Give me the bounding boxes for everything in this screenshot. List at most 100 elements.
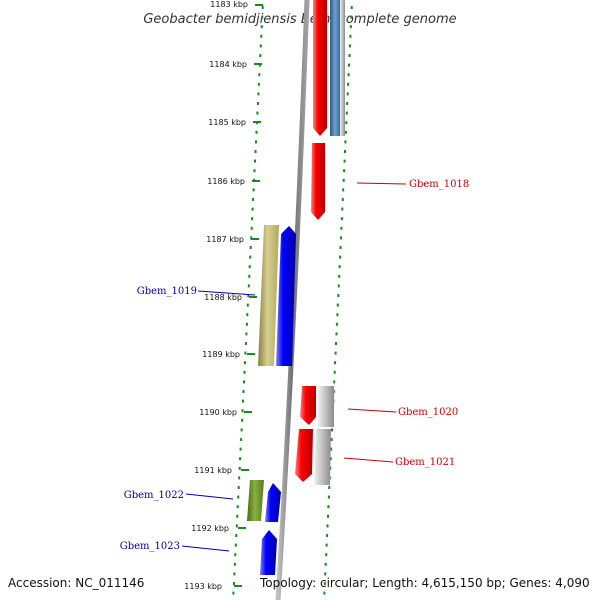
track-dot [250, 236, 253, 240]
track-dot [345, 111, 348, 115]
track-dot [342, 178, 345, 182]
track-dot [241, 418, 244, 422]
track-dot [343, 169, 346, 173]
track-dot [338, 265, 341, 269]
track-dot [345, 121, 348, 125]
track-dot [343, 159, 346, 163]
track-dot [327, 514, 329, 518]
track-dot [234, 553, 237, 557]
gene-block-khaki[interactable] [258, 225, 279, 366]
gene-label-gbem-1020[interactable]: Gbem_1020 [398, 407, 458, 418]
leader-line [356, 182, 407, 185]
track-dot [344, 150, 346, 153]
track-dot [260, 25, 263, 29]
tick-label: 1193 kbp [184, 582, 222, 591]
track-dot [242, 390, 245, 393]
track-dot [246, 303, 249, 307]
track-dot [346, 92, 349, 96]
track-dot [328, 486, 331, 489]
track-dot [335, 342, 337, 345]
track-dot [350, 15, 353, 19]
gene-block-gray[interactable] [340, 0, 345, 136]
gene-arrow-red[interactable] [311, 143, 325, 220]
track-dot [239, 457, 242, 461]
track-dot [330, 438, 333, 441]
track-dot [348, 54, 351, 57]
genome-summary-text: Topology: circular; Length: 4,615,150 bp… [259, 576, 590, 590]
track-dot [237, 495, 240, 499]
gene-label-gbem-1018[interactable]: Gbem_1018 [409, 179, 469, 190]
track-dot [331, 428, 333, 432]
leader-line [185, 493, 234, 500]
track-dot [348, 44, 351, 48]
track-dot [347, 82, 350, 86]
track-dot [252, 188, 255, 192]
genome-backbone [275, 0, 310, 600]
track-dot [248, 265, 251, 269]
track-dot [340, 226, 343, 230]
gene-label-gbem-1019[interactable]: Gbem_1019 [137, 286, 197, 297]
track-dot [245, 332, 248, 336]
gene-arrow-red[interactable] [313, 0, 327, 136]
tick-label: 1189 kbp [202, 350, 240, 359]
track-dot [233, 572, 236, 576]
track-dot [337, 284, 340, 288]
track-dot [327, 505, 330, 509]
gene-labels: Gbem_1018 Gbem_1019 Gbem_1020 Gbem_1021 … [120, 179, 470, 552]
accession-text: Accession: NC_011146 [8, 576, 144, 590]
track-dot [344, 140, 347, 144]
track-dot [246, 313, 249, 317]
track-dot [341, 198, 344, 201]
tick-label: 1184 kbp [209, 60, 247, 69]
track-dot [349, 25, 352, 29]
track-dot [250, 226, 253, 230]
gene-block-gray[interactable] [314, 429, 331, 485]
gene-label-gbem-1022[interactable]: Gbem_1022 [124, 490, 184, 501]
track-dot [251, 207, 254, 211]
track-dot [349, 34, 352, 38]
track-dot [244, 351, 247, 355]
track-dot [260, 34, 263, 38]
gene-arrow-red[interactable] [295, 429, 313, 482]
track-dot [334, 361, 337, 365]
track-dot [330, 447, 333, 451]
track-dot [232, 582, 235, 585]
gene-block-steelblue[interactable] [330, 0, 340, 136]
track-dot [244, 342, 247, 345]
track-dot [347, 73, 350, 77]
track-dot [242, 399, 244, 403]
gene-block-olive[interactable] [247, 480, 264, 521]
track-dot [254, 150, 257, 153]
track-dot [323, 582, 326, 585]
track-dot [245, 322, 248, 326]
gene-arrow-red[interactable] [300, 386, 316, 425]
tick-label: 1192 kbp [191, 524, 229, 533]
gene-arrow-blue[interactable] [265, 483, 281, 522]
track-dot [239, 447, 242, 451]
tick-label: 1183 kbp [210, 0, 248, 9]
track-dot [350, 6, 353, 9]
track-dot [340, 236, 342, 240]
track-dot [258, 73, 261, 77]
gene-block-gray[interactable] [318, 386, 334, 427]
track-dot [235, 534, 238, 537]
track-dot [253, 169, 256, 173]
track-dot [326, 524, 329, 528]
track-dot [346, 102, 349, 105]
track-dot [247, 284, 250, 288]
track-dot [334, 351, 337, 355]
gene-arrow-blue[interactable] [276, 226, 296, 366]
track-dot [249, 255, 252, 259]
track-dot [348, 63, 350, 67]
gene-arrow-blue[interactable] [260, 530, 277, 575]
reverse-strand-genes [247, 225, 296, 575]
gene-label-gbem-1021[interactable]: Gbem_1021 [395, 457, 455, 468]
track-dot [324, 572, 327, 576]
track-dot [325, 543, 328, 547]
track-dot [233, 562, 236, 566]
track-dot [238, 466, 241, 470]
track-dot [342, 188, 345, 192]
gene-label-gbem-1023[interactable]: Gbem_1023 [120, 541, 180, 552]
